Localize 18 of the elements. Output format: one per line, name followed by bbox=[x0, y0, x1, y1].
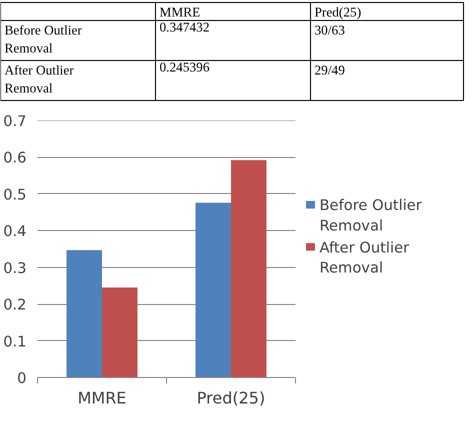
y-tick-label: 0.7 bbox=[3, 113, 27, 130]
category-label: MMRE bbox=[160, 4, 200, 20]
text: Before Outlier Removal bbox=[4, 22, 82, 56]
text: 29/49 bbox=[314, 62, 346, 78]
y-tick-label: 0.5 bbox=[3, 186, 27, 204]
y-tick-label: 0.2 bbox=[3, 296, 27, 314]
text: 0.347432 bbox=[160, 20, 210, 34]
y-tick-label: 0 bbox=[17, 370, 27, 387]
text: After Outlier Removal bbox=[4, 62, 74, 96]
y-tick-label: 0.4 bbox=[3, 223, 27, 240]
legend-label: After Outlier Removal bbox=[320, 239, 410, 277]
y-tick-label: 0.3 bbox=[3, 260, 27, 277]
y-tick-label: 0.6 bbox=[3, 150, 27, 167]
text: 30/63 bbox=[314, 22, 346, 38]
category-label: Pred(25) bbox=[314, 4, 362, 20]
legend-label: Before Outlier Removal bbox=[320, 197, 423, 235]
text: 0.245396 bbox=[160, 60, 210, 74]
y-tick-label: 0.1 bbox=[3, 333, 27, 350]
